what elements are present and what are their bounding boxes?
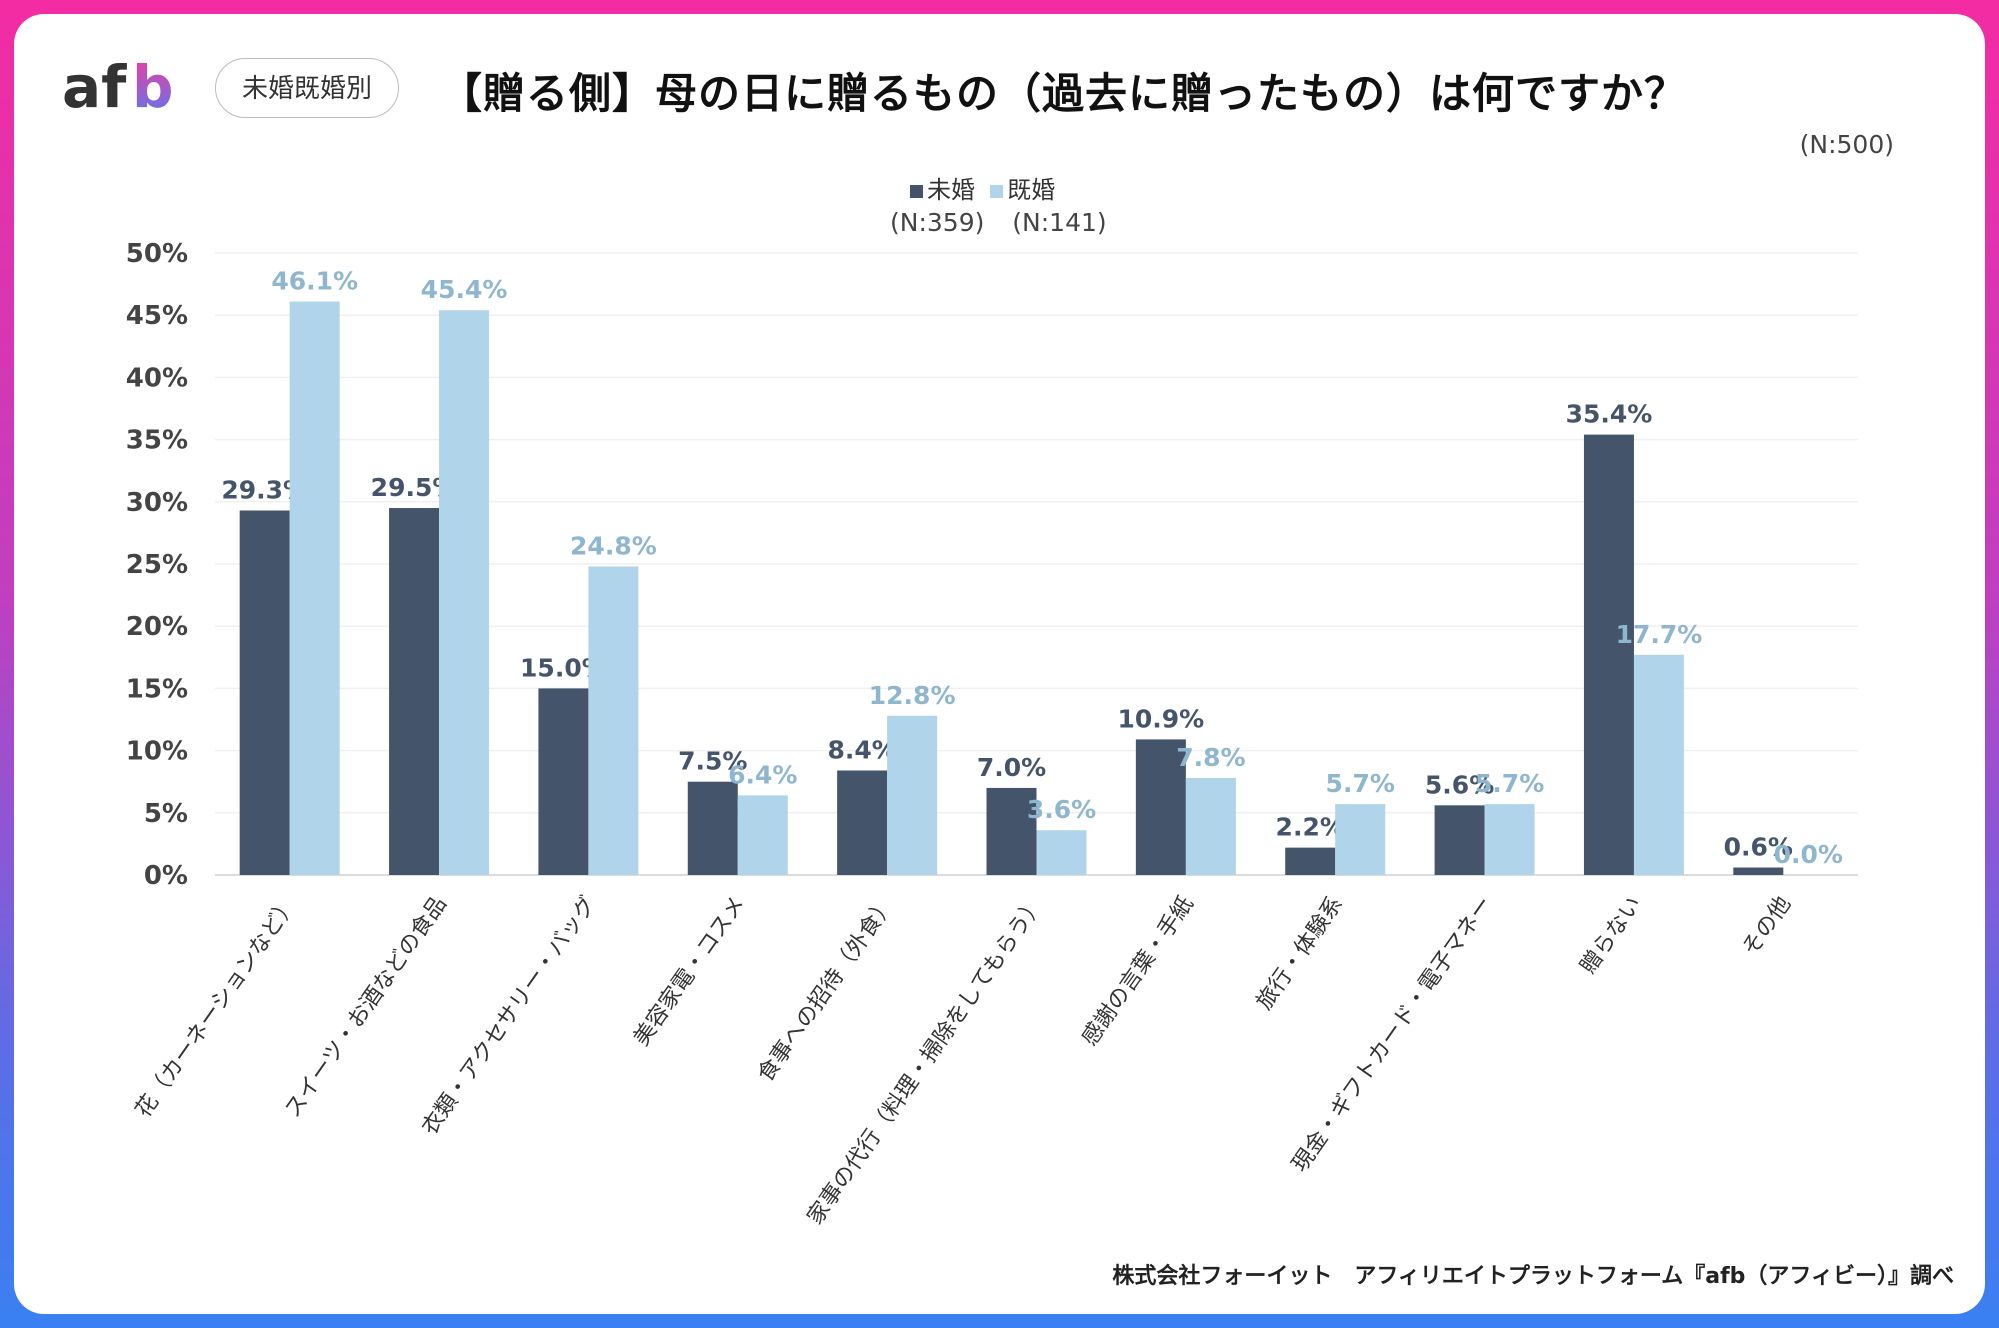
data-label: 6.4% — [728, 760, 797, 789]
x-tick-label: 旅行・体験系 — [1252, 892, 1348, 1014]
bar-unmarried — [1434, 805, 1485, 875]
data-label: 17.7% — [1616, 620, 1703, 649]
svg-text:b: b — [132, 53, 174, 121]
page-title: 【贈る側】母の日に贈るもの（過去に贈ったもの）は何ですか？ — [440, 69, 1688, 118]
x-tick-label: 家事の代行（料理・掃除をしてもらう） — [803, 892, 1050, 1229]
y-tick-label: 40% — [126, 363, 188, 393]
y-tick-label: 45% — [126, 301, 188, 331]
bar-unmarried — [1135, 739, 1186, 875]
bar-married — [1633, 654, 1684, 875]
bar-unmarried — [1733, 867, 1784, 875]
data-label: 7.5% — [678, 747, 747, 776]
y-tick-label: 10% — [126, 737, 188, 767]
bar-unmarried — [389, 508, 440, 875]
bar-unmarried — [239, 510, 290, 875]
x-tick-label: 贈らない — [1576, 892, 1647, 978]
category-pill: 未婚既婚別 — [215, 58, 399, 118]
bar-married — [289, 301, 340, 875]
data-label: 7.0% — [977, 753, 1046, 782]
legend-sample-sizes: (N:359) (N:141) — [890, 208, 1107, 237]
data-label: 7.8% — [1176, 743, 1245, 772]
legend: 未婚 既婚 — [910, 170, 1055, 205]
afb-logo: af b — [62, 53, 174, 121]
x-tick-label: スイーツ・お酒などの食品 — [280, 892, 452, 1122]
y-tick-label: 35% — [126, 426, 188, 456]
x-tick-label: 美容家電・コスメ — [629, 892, 750, 1051]
y-tick-label: 25% — [126, 550, 188, 580]
bar-married — [737, 795, 788, 875]
y-tick-label: 15% — [126, 674, 188, 704]
data-label: 5.6% — [1425, 770, 1494, 799]
x-tick-label: 感謝の言葉・手紙 — [1077, 892, 1198, 1051]
data-label: 35.4% — [1566, 400, 1653, 429]
x-tick-label: 食事への招待（外食） — [753, 892, 900, 1087]
x-tick-label: 花（カーネーションなど） — [131, 892, 303, 1122]
bar-unmarried — [687, 781, 738, 875]
legend-swatch-unmarried — [910, 185, 923, 198]
y-tick-label: 50% — [126, 239, 188, 269]
bar-married — [1484, 804, 1535, 875]
bar-unmarried — [538, 688, 589, 875]
bar-unmarried — [1583, 434, 1634, 875]
legend-label-married: 既婚 — [1007, 176, 1056, 204]
x-tick-label: その他 — [1738, 892, 1796, 960]
data-label: 5.7% — [1475, 769, 1544, 798]
x-tick-label: 衣類・アクセサリー・バッグ — [417, 892, 601, 1140]
bar-unmarried — [837, 770, 888, 875]
bar-unmarried — [1285, 847, 1336, 875]
y-tick-label: 20% — [126, 612, 188, 642]
y-tick-label: 0% — [144, 861, 188, 891]
total-sample-size: (N:500) — [1799, 130, 1894, 159]
bar-married — [1036, 830, 1087, 875]
data-label: 2.2% — [1276, 813, 1345, 842]
legend-swatch-married — [990, 185, 1004, 198]
bar-unmarried — [986, 787, 1037, 875]
bar-married — [439, 310, 490, 875]
data-label: 45.4% — [421, 275, 508, 304]
data-label: 46.1% — [271, 267, 358, 296]
svg-text:af: af — [62, 53, 127, 121]
source-credit: 株式会社フォーイット アフィリエイトプラットフォーム『afb（アフィビー）』調べ — [1112, 1264, 1954, 1289]
data-label: 24.8% — [570, 531, 657, 560]
data-label: 10.9% — [1117, 704, 1204, 733]
legend-label-unmarried: 未婚 — [927, 176, 975, 204]
data-label: 5.7% — [1326, 769, 1395, 798]
data-label: 3.6% — [1027, 795, 1096, 824]
bar-married — [588, 566, 639, 875]
data-label: 8.4% — [827, 736, 896, 765]
y-tick-label: 5% — [144, 799, 188, 829]
data-label: 0.6% — [1724, 833, 1793, 862]
data-label: 12.8% — [869, 681, 956, 710]
bar-married — [1335, 804, 1386, 875]
bar-married — [887, 715, 938, 875]
bar-married — [1185, 777, 1236, 875]
y-tick-label: 30% — [126, 488, 188, 518]
data-label: 0.0% — [1774, 840, 1843, 869]
